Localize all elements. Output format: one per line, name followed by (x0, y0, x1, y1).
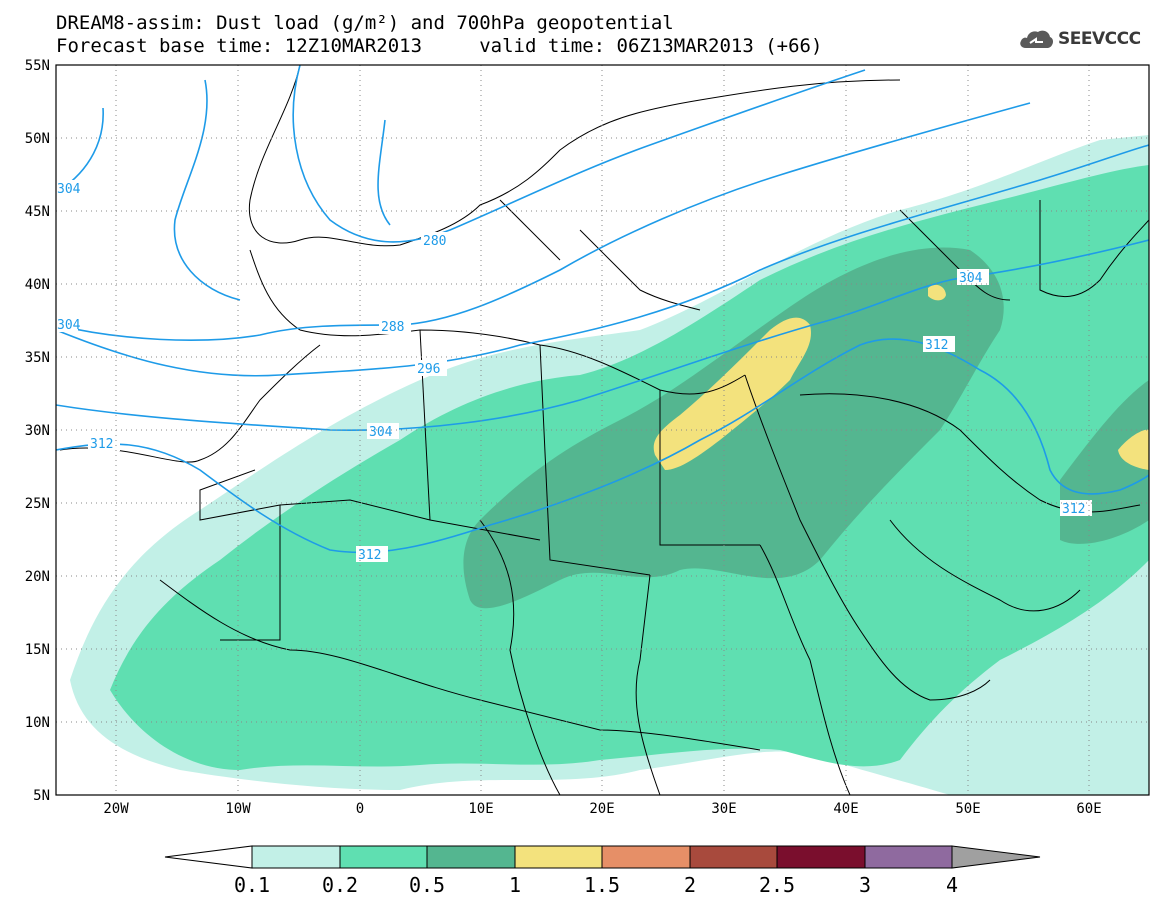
lon-label: 40E (833, 801, 858, 817)
lat-label: 5N (33, 788, 50, 804)
colorbar-label: 1.5 (584, 873, 620, 897)
colorbar-label: 2.5 (759, 873, 795, 897)
colorbar-segment (864, 845, 953, 869)
colorbar-label: 0.5 (409, 873, 445, 897)
lat-label: 10N (25, 715, 50, 731)
lat-label: 15N (25, 642, 50, 658)
contour-label: 304 (959, 271, 983, 286)
lon-label: 30E (711, 801, 736, 817)
colorbar-label: 4 (946, 873, 958, 897)
lat-label: 25N (25, 496, 50, 512)
colorbar-under-arrow (164, 845, 253, 869)
lat-label: 30N (25, 423, 50, 439)
contour-label: 312 (90, 437, 113, 452)
lat-label: 50N (25, 131, 50, 147)
lon-label: 10W (225, 801, 251, 817)
contour-312 (56, 338, 1149, 554)
plot-frame (55, 64, 1150, 796)
lon-label: 50E (955, 801, 980, 817)
dust-load-shading (70, 135, 1149, 795)
colorbar-segment (339, 845, 428, 869)
lon-label: 60E (1076, 801, 1101, 817)
colorbar-segment (776, 845, 866, 869)
colorbar-segment (514, 845, 603, 869)
colorbar-over-arrow (951, 845, 1041, 869)
colorbar-label: 3 (859, 873, 871, 897)
colorbar-label: 0.2 (322, 873, 358, 897)
colorbar-label: 2 (684, 873, 696, 897)
colorbar-segment (251, 845, 341, 869)
colorbar-segment (689, 845, 778, 869)
logo-text: SEEVCCC (1058, 29, 1141, 49)
lon-label: 20W (103, 801, 129, 817)
lat-label: 40N (25, 277, 50, 293)
dust-region-1.0-gulf (1118, 429, 1149, 470)
contour-296-west (173, 79, 241, 301)
seevccc-logo: SEEVCCC (1018, 26, 1141, 52)
geopotential-contours (56, 65, 1149, 554)
dust-region-1.0-caspian (928, 284, 946, 301)
contour-288-west (377, 119, 391, 226)
contour-label: 288 (381, 320, 404, 335)
graticule (56, 65, 1149, 795)
contour-label: 280 (423, 234, 446, 249)
longitude-labels: 20W 10W 0 10E 20E 30E 40E 50E 60E (103, 801, 1101, 817)
dust-region-1.0 (653, 317, 811, 470)
colorbar-label: 0.1 (234, 873, 270, 897)
contour-labels: 280 288 296 304 312 304 312 304 312 304 … (56, 180, 1092, 563)
contour-label: 312 (358, 548, 381, 563)
contour-296 (56, 144, 1149, 377)
contour-288 (56, 102, 1031, 341)
contour-304-west (59, 107, 104, 191)
colorbar-segment (601, 845, 691, 869)
lat-label: 55N (25, 58, 50, 74)
lon-label: 10E (468, 801, 493, 817)
chart-subtitle: Forecast base time: 12Z10MAR2013 valid t… (56, 35, 823, 57)
lat-label: 20N (25, 569, 50, 585)
colorbar: 0.1 0.2 0.5 1 1.5 2 2.5 3 4 (164, 845, 1041, 897)
lon-label: 20E (589, 801, 614, 817)
lat-label: 45N (25, 204, 50, 220)
contour-label: 304 (57, 182, 81, 197)
contour-label: 296 (417, 362, 440, 377)
contour-label: 312 (925, 338, 948, 353)
contour-label: 312 (1062, 502, 1085, 517)
cloud-icon (1020, 30, 1054, 48)
lat-label: 35N (25, 350, 50, 366)
contour-label: 304 (57, 318, 81, 333)
colorbar-segment (426, 845, 516, 869)
chart-title: DREAM8-assim: Dust load (g/m²) and 700hP… (56, 12, 674, 34)
contour-280 (292, 65, 866, 243)
colorbar-label: 1 (509, 873, 521, 897)
lon-label: 0 (356, 801, 364, 817)
latitude-labels: 55N 50N 45N 40N 35N 30N 25N 20N 15N 10N … (25, 58, 50, 804)
contour-label: 304 (369, 425, 393, 440)
